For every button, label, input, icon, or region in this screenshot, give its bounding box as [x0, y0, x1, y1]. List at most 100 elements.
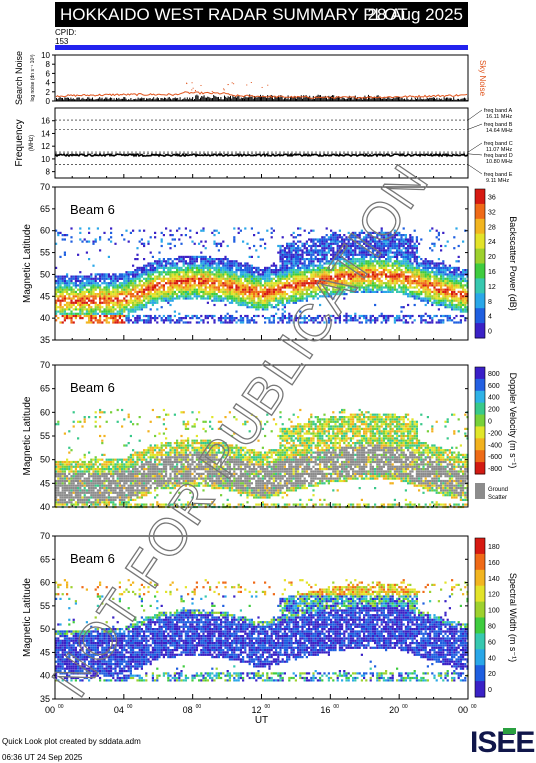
heatmap-cell — [415, 247, 418, 250]
heatmap-cell — [308, 266, 311, 269]
heatmap-cell — [160, 260, 163, 263]
heatmap-cell — [79, 484, 82, 487]
heatmap-cell — [409, 260, 412, 263]
heatmap-cell — [422, 260, 425, 263]
colorbar-segment — [475, 278, 485, 294]
heatmap-cell — [451, 279, 454, 283]
search-noise-bar — [342, 97, 344, 101]
heatmap-cell — [453, 286, 456, 289]
heatmap-cell — [85, 312, 88, 315]
heatmap-cell — [352, 317, 355, 320]
search-noise-bar — [124, 97, 126, 101]
heatmap-cell — [382, 317, 385, 320]
heatmap-cell — [305, 293, 308, 296]
heatmap-cell — [266, 282, 269, 285]
heatmap-cell — [345, 244, 348, 248]
heatmap-cell — [193, 275, 196, 278]
heatmap-cell — [121, 303, 124, 307]
colorbar-label: Backscatter Power (dB) — [508, 216, 518, 311]
heatmap-cell — [354, 277, 357, 280]
heatmap-cell — [451, 306, 454, 309]
search-noise-bar — [418, 99, 420, 101]
search-noise-bar — [99, 97, 101, 101]
heatmap-cell — [358, 231, 361, 234]
heatmap-cell — [253, 282, 256, 285]
heatmap-cell — [448, 319, 451, 322]
heatmap-cell — [233, 264, 236, 267]
heatmap-cell — [74, 290, 77, 293]
search-noise-bar — [94, 99, 96, 101]
heatmap-cell — [312, 229, 315, 232]
heatmap-cell — [165, 277, 168, 280]
heatmap-cell — [455, 282, 458, 285]
heatmap-cell — [352, 249, 355, 252]
heatmap-cell — [279, 319, 282, 322]
heatmap-cell — [248, 264, 251, 267]
heatmap-cell — [299, 260, 302, 263]
heatmap-cell — [77, 297, 80, 300]
heatmap-cell — [259, 275, 262, 278]
search-noise-bar — [108, 98, 110, 101]
heatmap-cell — [387, 288, 390, 291]
heatmap-cell — [96, 293, 99, 296]
heatmap-cell — [156, 290, 159, 293]
heatmap-cell — [127, 271, 130, 274]
heatmap-cell — [305, 297, 308, 300]
heatmap-cell — [363, 236, 366, 239]
heatmap-cell — [66, 484, 69, 487]
heatmap-cell — [415, 273, 418, 276]
heatmap-cell — [294, 264, 297, 267]
heatmap-cell — [127, 290, 130, 293]
heatmap-cell — [158, 251, 161, 254]
heatmap-cell — [292, 240, 295, 243]
heatmap-cell — [68, 446, 71, 449]
heatmap-cell — [176, 295, 179, 298]
search-noise-bar — [58, 98, 60, 101]
search-noise-bar — [122, 98, 123, 101]
heatmap-cell — [182, 264, 185, 267]
search-noise-bar — [425, 98, 427, 101]
heatmap-cell — [239, 266, 242, 269]
heatmap-cell — [310, 293, 313, 296]
heatmap-cell — [193, 258, 196, 261]
heatmap-cell — [211, 288, 214, 291]
heatmap-cell — [143, 282, 146, 285]
heatmap-cell — [299, 284, 302, 287]
heatmap-cell — [107, 308, 110, 311]
heatmap-cell — [347, 240, 350, 243]
heatmap-cell — [244, 227, 247, 230]
heatmap-cell — [391, 275, 394, 278]
heatmap-cell — [409, 290, 412, 293]
heatmap-cell — [396, 273, 399, 276]
heatmap-cell — [237, 282, 240, 285]
heatmap-cell — [360, 271, 363, 274]
heatmap-cell — [347, 260, 350, 263]
heatmap-cell — [367, 242, 370, 245]
heatmap-cell — [125, 286, 128, 289]
heatmap-cell — [327, 277, 330, 280]
heatmap-cell — [261, 306, 264, 309]
heatmap-cell — [413, 277, 416, 280]
heatmap-cell — [57, 501, 60, 504]
heatmap-cell — [413, 282, 416, 285]
heatmap-cell — [257, 266, 260, 269]
heatmap-cell — [127, 284, 130, 287]
search-noise-bar — [284, 98, 285, 101]
heatmap-cell — [448, 279, 451, 283]
heatmap-cell — [281, 301, 284, 304]
heatmap-cell — [99, 299, 102, 302]
heatmap-cell — [264, 321, 267, 324]
heatmap-cell — [59, 503, 62, 506]
heatmap-cell — [167, 295, 170, 298]
heatmap-cell — [195, 293, 198, 296]
heatmap-cell — [182, 295, 185, 298]
heatmap-cell — [349, 275, 352, 278]
heatmap-cell — [132, 275, 135, 278]
heatmap-cell — [169, 295, 172, 298]
heatmap-cell — [209, 269, 212, 272]
heatmap-cell — [325, 258, 328, 261]
heatmap-cell — [332, 290, 335, 293]
heatmap-cell — [305, 271, 308, 274]
heatmap-cell — [184, 266, 187, 269]
heatmap-cell — [310, 286, 313, 289]
